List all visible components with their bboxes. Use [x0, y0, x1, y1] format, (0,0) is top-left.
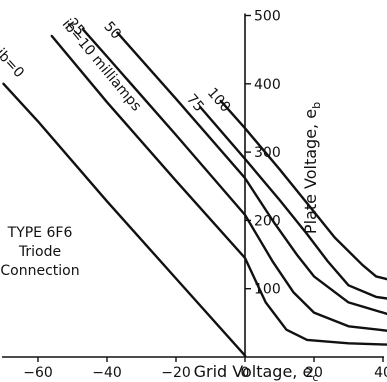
curve-label: ib=0: [0, 46, 27, 81]
curve-label: 50: [100, 19, 124, 43]
y-axis-title: Plate Voltage, eb: [301, 102, 323, 234]
tube-triode-note: Triode: [18, 244, 61, 260]
x-tick-label: −40: [92, 365, 122, 381]
curve-ib-0: [2, 82, 247, 357]
tube-connection-note: Connection: [0, 263, 79, 279]
tube-type-note: TYPE 6F6: [7, 225, 73, 241]
y-tick-label: 400: [254, 77, 281, 93]
curve-100: [219, 99, 387, 281]
x-tick-label: 20: [305, 365, 323, 381]
x-tick-label: 0: [241, 365, 250, 381]
x-tick-label: −60: [23, 365, 53, 381]
y-tick-label: 200: [254, 213, 281, 229]
curve-25: [81, 28, 387, 332]
curve-group: [2, 28, 387, 357]
y-tick-label: 500: [254, 9, 281, 25]
x-axis-title: Grid Voltage, ec: [194, 362, 319, 382]
curve-10-milliamps: [50, 34, 387, 346]
curve-75: [199, 105, 387, 300]
x-tick-label: 40: [374, 365, 387, 381]
x-tick-group: −60 −40 −20 0 20 40: [23, 357, 387, 381]
curve-50: [116, 31, 387, 316]
x-tick-label: −20: [161, 365, 191, 381]
